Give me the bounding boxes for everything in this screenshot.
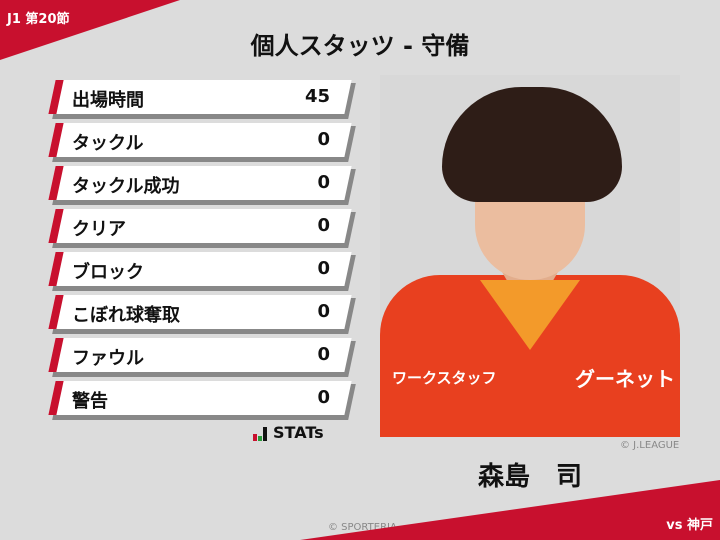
jersey-sponsor: ワークスタッフ bbox=[392, 369, 497, 387]
player-photo: ワークスタッフ グーネット bbox=[380, 75, 680, 437]
stat-row: ファウル 0 bbox=[48, 338, 356, 377]
round-label: J1 第20節 bbox=[7, 12, 70, 27]
stat-label: こぼれ球奪取 bbox=[72, 305, 180, 326]
stat-row: クリア 0 bbox=[48, 209, 356, 248]
stat-row: 出場時間 45 bbox=[48, 80, 356, 119]
stat-value: 0 bbox=[317, 258, 330, 279]
stat-row: ブロック 0 bbox=[48, 252, 356, 291]
stat-value: 0 bbox=[317, 344, 330, 365]
stat-value: 0 bbox=[317, 301, 330, 322]
page-title: 個人スタッツ - 守備 bbox=[250, 32, 470, 60]
stat-label: 警告 bbox=[72, 391, 108, 412]
player-name: 森島 司 bbox=[477, 462, 582, 492]
stat-label: 出場時間 bbox=[72, 90, 144, 111]
opponent-label: vs 神戸 bbox=[666, 518, 713, 533]
stat-row: タックル成功 0 bbox=[48, 166, 356, 205]
stat-value: 0 bbox=[317, 215, 330, 236]
stat-row: 警告 0 bbox=[48, 381, 356, 420]
stat-label: タックル成功 bbox=[72, 176, 180, 197]
jersey-sponsor-2: グーネット bbox=[575, 367, 675, 391]
stat-value: 0 bbox=[317, 387, 330, 408]
stat-row: こぼれ球奪取 0 bbox=[48, 295, 356, 334]
stat-value: 0 bbox=[317, 172, 330, 193]
stats-logo: STATs bbox=[253, 425, 324, 441]
stat-label: ファウル bbox=[72, 348, 144, 369]
stats-list: 出場時間 45 タックル 0 タックル成功 0 クリア 0 ブロック 0 こぼれ球奪取 0 ファウル 0 警… bbox=[48, 80, 356, 424]
copyright: © SPORTERIA bbox=[328, 522, 397, 533]
stat-row: タックル 0 bbox=[48, 123, 356, 162]
stat-value: 45 bbox=[304, 86, 330, 107]
stat-label: タックル bbox=[72, 133, 144, 154]
stat-label: ブロック bbox=[72, 262, 144, 283]
stats-logo-text: STATs bbox=[273, 423, 324, 442]
stat-label: クリア bbox=[72, 219, 126, 240]
photo-credit: © J.LEAGUE bbox=[620, 440, 680, 451]
bar-chart-icon bbox=[253, 427, 267, 441]
stat-value: 0 bbox=[317, 129, 330, 150]
